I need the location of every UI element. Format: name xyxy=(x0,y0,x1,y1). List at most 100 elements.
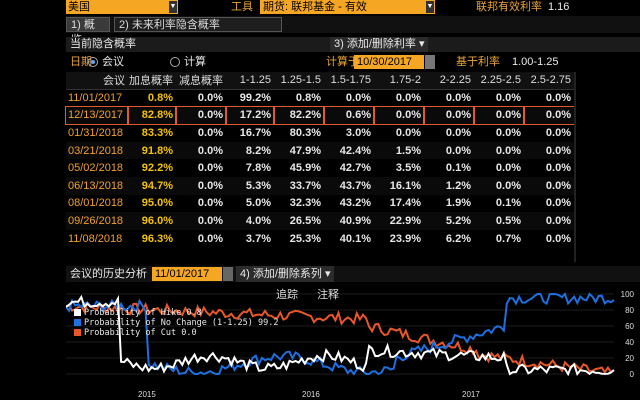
rate-prob-cell: 0.0% xyxy=(395,92,421,105)
rate-prob-cell: 1.2% xyxy=(424,176,474,195)
legend-label: Probability of No Change (1-1.25) xyxy=(84,318,253,328)
add-remove-rates-button[interactable]: 3) 添加/删除利率 ▾ xyxy=(330,37,429,52)
line-chart xyxy=(66,292,615,377)
rate-prob-cell: 5.3% xyxy=(226,176,274,195)
chevron-down-icon[interactable]: ▼ xyxy=(426,1,434,13)
history-bar: 会议的历史分析 11/01/2017 4) 添加/删除系列 ▾ xyxy=(66,266,640,282)
rate-prob-cell: 0.8% xyxy=(295,92,321,105)
top-bar: 美国 ▼ 工具 期货: 联邦基金 - 有效 ▼ 联邦有效利率 1.16 xyxy=(0,0,640,15)
calendar-icon[interactable] xyxy=(425,55,435,69)
tab-overview[interactable]: 1) 概览 xyxy=(66,17,110,46)
meeting-date-cell: 12/13/2017 xyxy=(65,105,129,126)
table-row[interactable]: 11/01/2017 0.8% 0.0% 99.2% 0.8% 0.0% 0.0% 0.0% 0… xyxy=(66,89,574,107)
col-header[interactable]: 减息概率 xyxy=(176,72,226,90)
rate-prob-cell: 0.0% xyxy=(545,162,571,175)
col-header[interactable]: 1-1.25 xyxy=(226,72,274,90)
y-tick: 60 xyxy=(625,322,634,331)
y-tick: 40 xyxy=(625,338,634,347)
rate-prob-cell: 32.3% xyxy=(289,197,321,210)
rate-prob-cell: 3.5% xyxy=(395,162,421,175)
rate-prob-cell: 4.0% xyxy=(226,212,274,230)
history-date-input[interactable]: 11/01/2017 xyxy=(152,267,222,281)
cut-prob-cell: 0.0% xyxy=(197,162,223,175)
table-row[interactable]: 09/26/2018 96.0% 0.0% 4.0% 26.5% 40.9% 22.9% 5.… xyxy=(66,212,574,230)
rate-prob-cell: 8.2% xyxy=(226,141,274,160)
hike-prob-cell: 92.2% xyxy=(141,162,173,175)
table-row[interactable]: 01/31/2018 83.3% 0.0% 16.7% 80.3% 3.0% 0.0% 0.0… xyxy=(66,124,574,142)
rate-prob-cell: 0.7% xyxy=(495,232,521,245)
rate-prob-cell: 16.1% xyxy=(374,176,424,195)
tool-label: 工具 xyxy=(231,1,253,13)
meeting-date-cell: 01/31/2018 xyxy=(68,126,124,139)
table-row[interactable]: 03/21/2018 91.8% 0.0% 8.2% 47.9% 42.4% 1.5% 0.0… xyxy=(66,141,574,160)
tab-track[interactable]: 追踪 xyxy=(276,289,298,301)
rate-prob-cell: 1.9% xyxy=(445,197,471,210)
series-cut-line xyxy=(66,300,615,375)
country-select[interactable]: 美国 ▼ xyxy=(66,0,178,14)
rate-prob-cell: 3.7% xyxy=(245,232,271,245)
rate-prob-cell: 82.2% xyxy=(273,105,325,126)
col-header[interactable]: 1.5-1.75 xyxy=(324,72,374,90)
hike-prob-cell: 83.3% xyxy=(141,126,173,139)
cut-prob-cell: 0.0% xyxy=(197,92,223,105)
rate-prob-cell: 0.0% xyxy=(473,105,525,126)
legend-swatch xyxy=(74,329,81,336)
rate-prob-cell: 0.0% xyxy=(474,141,524,160)
rate-prob-cell: 43.2% xyxy=(339,197,371,210)
meeting-date-cell: 06/13/2018 xyxy=(66,176,128,195)
tab-annotate[interactable]: 注释 xyxy=(317,289,340,301)
col-header[interactable]: 1.75-2 xyxy=(374,72,424,90)
col-header[interactable]: 会议 xyxy=(66,72,128,90)
table-row[interactable]: 11/08/2018 96.3% 0.0% 3.7% 25.3% 40.1% 23.9% 6.… xyxy=(66,230,574,248)
rate-prob-cell: 0.5% xyxy=(474,212,524,230)
col-header[interactable]: 2.5-2.75 xyxy=(524,72,574,90)
legend-item: Probability of No Change (1-1.25) 99.2 xyxy=(74,318,279,328)
effective-rate-value: 1.16 xyxy=(548,1,570,13)
hike-prob-cell: 96.3% xyxy=(141,232,173,245)
col-header[interactable]: 1.25-1.5 xyxy=(274,72,324,90)
instrument-select[interactable]: 期货: 联邦基金 - 有效 ▼ xyxy=(260,0,435,14)
tab-implied-probability[interactable]: 2) 未来利率隐含概率 xyxy=(114,17,282,32)
rate-prob-cell: 0.0% xyxy=(523,105,575,126)
meeting-date-cell: 03/21/2018 xyxy=(66,141,128,160)
table-row[interactable]: 08/01/2018 95.0% 0.0% 5.0% 32.3% 43.2% 17.4% 1.… xyxy=(66,195,574,213)
rate-prob-cell: 22.9% xyxy=(374,212,424,230)
hike-prob-cell: 82.8% xyxy=(127,105,177,126)
col-header[interactable]: 加息概率 xyxy=(128,72,176,90)
col-header[interactable]: 2.25-2.5 xyxy=(474,72,524,90)
rate-prob-cell: 80.3% xyxy=(289,126,321,139)
table-row[interactable]: 05/02/2018 92.2% 0.0% 7.8% 45.9% 42.7% 3.5% 0.1… xyxy=(66,159,574,177)
rate-prob-cell: 40.1% xyxy=(339,232,371,245)
rate-prob-cell: 25.3% xyxy=(289,232,321,245)
x-tick: 2016 xyxy=(302,390,320,399)
chevron-down-icon[interactable]: ▼ xyxy=(169,1,177,13)
rate-prob-cell: 0.0% xyxy=(545,197,571,210)
rate-prob-cell: 0.6% xyxy=(323,105,375,126)
rate-prob-cell: 40.9% xyxy=(324,212,374,230)
rate-prob-cell: 0.0% xyxy=(395,126,421,139)
legend-swatch xyxy=(74,309,81,316)
table-row[interactable]: 12/13/2017 82.8% 0.0% 17.2% 82.2% 0.6% 0.0% 0.0… xyxy=(65,105,575,126)
calc-date-input[interactable]: 10/30/2017 xyxy=(354,55,424,69)
chart-legend: Probability of Hike 0.8 Probability of N… xyxy=(74,308,279,338)
rate-prob-cell: 99.2% xyxy=(239,92,271,105)
add-remove-series-button[interactable]: 4) 添加/删除系列 ▾ xyxy=(236,266,335,282)
base-rate-label: 基于利率 xyxy=(456,56,500,68)
legend-item: Probability of Hike 0.8 xyxy=(74,308,279,318)
rate-prob-cell: 0.0% xyxy=(345,92,371,105)
radio-calc[interactable] xyxy=(170,57,180,67)
radio-meeting[interactable] xyxy=(88,57,98,67)
rate-prob-cell: 0.0% xyxy=(445,92,471,105)
calc-date-label: 计算于 xyxy=(326,56,359,68)
legend-item: Probability of Cut 0.0 xyxy=(74,328,279,338)
chart-tabs: 追踪 注释 xyxy=(276,286,355,302)
col-header[interactable]: 2-2.25 xyxy=(424,72,474,90)
legend-value: 99.2 xyxy=(258,318,279,328)
cut-prob-cell: 0.0% xyxy=(176,141,226,160)
cut-prob-cell: 0.0% xyxy=(197,232,223,245)
legend-label: Probability of Cut xyxy=(84,328,177,338)
table-row[interactable]: 06/13/2018 94.7% 0.0% 5.3% 33.7% 43.7% 16.1% 1.… xyxy=(66,176,574,195)
rate-prob-cell: 0.0% xyxy=(474,176,524,195)
date-label: 日期 xyxy=(70,56,92,68)
chevron-down-icon[interactable] xyxy=(223,267,233,281)
